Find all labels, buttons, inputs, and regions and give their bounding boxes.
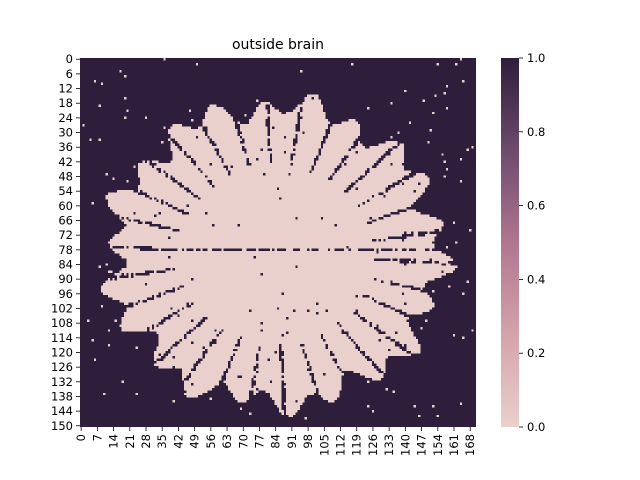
y-axis: 0612182430364248546066727884909610210811… [51,52,80,433]
x-tick-label: 63 [220,434,234,449]
heatmap-cells [80,58,476,427]
x-tick-label: 140 [398,434,412,456]
x-tick-label: 35 [155,434,169,449]
x-tick-label: 133 [382,434,396,456]
x-tick-label: 42 [171,434,185,449]
y-tick-label: 60 [58,199,73,213]
y-tick-label: 0 [66,52,73,66]
colorbar: 0.0 0.2 0.4 0.6 0.8 1.0 [501,51,545,434]
x-tick-label: 49 [188,434,202,449]
y-tick-label: 120 [51,345,73,359]
y-tick-label: 150 [51,419,73,433]
y-tick-label: 132 [51,375,73,389]
x-tick-label: 154 [431,434,445,456]
x-tick-label: 70 [236,434,250,449]
x-tick-label: 14 [107,434,121,449]
colorbar-tick-label: 0.2 [527,346,545,360]
y-tick-label: 96 [58,287,73,301]
y-tick-label: 66 [58,214,73,228]
x-tick-label: 168 [463,434,477,456]
x-axis: 0 7 14 21 28 35 42 49 56 63 70 77 84 91 98 105 112 119 126… [74,427,477,456]
y-tick-label: 126 [51,360,73,374]
y-tick-label: 72 [58,228,73,242]
colorbar-tick-label: 1.0 [527,51,545,65]
x-tick-label: 56 [204,434,218,449]
x-tick-label: 161 [447,434,461,456]
y-tick-label: 114 [51,331,73,345]
x-tick-label: 28 [139,434,153,449]
x-tick-label: 84 [269,434,283,449]
x-tick-label: 119 [350,434,364,456]
colorbar-gradient [501,58,519,427]
x-tick-label: 112 [334,434,348,456]
y-tick-label: 144 [51,404,73,418]
x-tick-label: 0 [74,434,88,441]
y-tick-label: 84 [58,257,73,271]
y-tick-label: 138 [51,389,73,403]
colorbar-tick-label: 0.0 [527,420,545,434]
y-tick-label: 54 [58,184,73,198]
colorbar-tick-label: 0.4 [527,272,545,286]
x-tick-label: 105 [317,434,331,456]
colorbar-tick-label: 0.6 [527,199,545,213]
y-tick-label: 18 [58,96,73,110]
y-tick-label: 36 [58,140,73,154]
x-tick-label: 21 [123,434,137,449]
x-tick-label: 77 [252,434,266,449]
y-tick-label: 30 [58,126,73,140]
heatmap-image [80,58,476,427]
x-tick-label: 91 [285,434,299,449]
y-tick-label: 90 [58,272,73,286]
y-tick-label: 42 [58,155,73,169]
y-tick-label: 24 [58,111,73,125]
x-tick-label: 7 [90,434,104,441]
x-tick-label: 98 [301,434,315,449]
x-tick-label: 147 [415,434,429,456]
chart-title: outside brain [232,37,324,53]
y-tick-label: 6 [66,67,73,81]
y-tick-label: 108 [51,316,73,330]
x-tick-label: 126 [366,434,380,456]
y-tick-label: 78 [58,243,73,257]
y-tick-label: 48 [58,170,73,184]
colorbar-tick-label: 0.8 [527,125,545,139]
y-tick-label: 12 [58,82,73,96]
y-tick-label: 102 [51,301,73,315]
